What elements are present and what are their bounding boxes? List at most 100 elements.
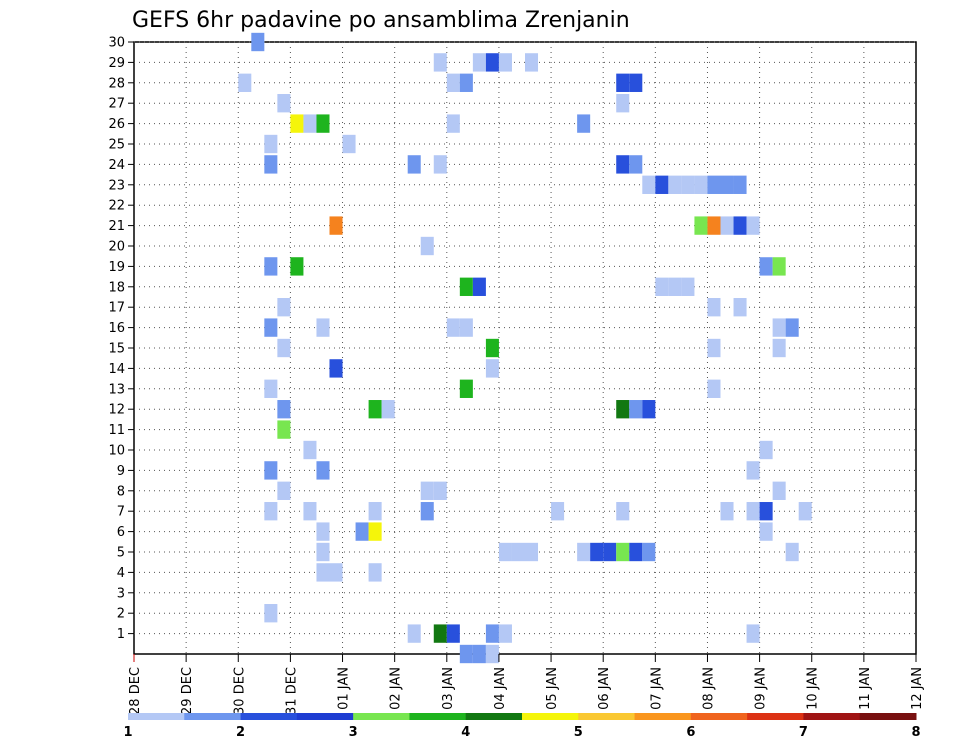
legend-swatch: [859, 713, 917, 720]
precip-cell: [316, 318, 330, 337]
precip-cell: [459, 277, 473, 296]
y-tick-label: 23: [108, 178, 125, 193]
x-tick-label: 31 DEC: [284, 667, 299, 715]
x-tick-label: 08 JAN: [701, 667, 716, 710]
y-tick-label: 20: [108, 240, 125, 255]
precip-cell: [342, 134, 356, 154]
precip-cell: [368, 400, 382, 419]
precip-cell: [720, 175, 734, 194]
precip-cell: [577, 542, 591, 562]
precip-cell: [655, 277, 669, 296]
precip-cell: [303, 502, 317, 521]
legend-label: 6: [686, 725, 695, 740]
legend-swatch: [184, 713, 242, 720]
y-tick-label: 19: [108, 260, 125, 275]
x-tick-label: 04 JAN: [493, 667, 508, 710]
y-tick-label: 10: [108, 444, 125, 459]
precip-cell: [642, 175, 656, 194]
precip-cell: [485, 644, 499, 664]
x-axis-ticks: 28 DEC 29 DEC 30 DEC 31 DEC 01 JAN 02 JAN 03 J…: [128, 654, 925, 715]
precip-cell: [759, 257, 773, 276]
precip-cell: [798, 502, 812, 521]
y-tick-label: 25: [108, 138, 125, 153]
precip-cell: [733, 175, 747, 194]
x-tick-label: 10 JAN: [806, 667, 821, 710]
y-tick-label: 6: [117, 525, 125, 540]
y-tick-label: 29: [108, 56, 125, 71]
y-tick-label: 14: [108, 362, 125, 377]
precip-cell: [746, 624, 760, 643]
precip-cell: [290, 257, 304, 276]
precip-cell: [316, 542, 330, 562]
precip-cell: [446, 114, 460, 133]
precip-cell: [629, 155, 643, 174]
y-tick-label: 13: [108, 382, 125, 397]
x-tick-label: 05 JAN: [545, 667, 560, 710]
y-tick-label: 2: [117, 607, 125, 622]
precip-cell: [668, 175, 682, 194]
precip-cell: [264, 502, 278, 521]
precip-cell: [407, 624, 421, 643]
x-tick-label: 01 JAN: [337, 667, 352, 710]
legend-swatch: [690, 713, 748, 720]
precip-cell: [459, 379, 473, 398]
x-tick-label: 11 JAN: [858, 667, 873, 710]
precip-cell: [355, 522, 369, 541]
precip-cell: [264, 461, 278, 480]
precip-cell: [316, 522, 330, 541]
legend-swatch: [803, 713, 861, 720]
y-tick-label: 7: [117, 505, 125, 520]
precip-cell: [772, 481, 786, 500]
y-tick-label: 11: [108, 423, 125, 438]
y-tick-label: 18: [108, 280, 125, 295]
precip-cell: [407, 155, 421, 174]
legend-swatch: [296, 713, 354, 720]
precip-cell: [525, 53, 539, 72]
y-tick-label: 9: [117, 464, 125, 479]
precip-cell: [277, 94, 291, 113]
precip-cell: [446, 73, 460, 92]
precip-cell: [433, 155, 447, 174]
precip-cell: [277, 481, 291, 500]
precip-cell: [485, 624, 499, 643]
precip-cell: [368, 522, 382, 541]
precip-cell: [785, 542, 799, 562]
precip-cell: [264, 134, 278, 154]
y-tick-label: 16: [108, 321, 125, 336]
precip-cell: [733, 216, 747, 235]
precip-cell: [681, 175, 695, 194]
precip-cell: [694, 175, 708, 194]
precip-cell: [642, 400, 656, 419]
precip-cell: [498, 542, 512, 562]
precip-cell: [459, 73, 473, 92]
precip-cell: [616, 502, 630, 521]
precip-cell: [420, 236, 434, 256]
y-tick-label: 24: [108, 158, 125, 173]
precip-cell: [746, 461, 760, 480]
x-tick-label: 12 JAN: [910, 667, 925, 710]
precip-cell: [277, 298, 291, 317]
precip-cell: [277, 400, 291, 419]
precip-cell: [707, 379, 721, 398]
precip-cell: [720, 216, 734, 235]
grid-lines: [134, 41, 916, 654]
legend-swatch: [634, 713, 692, 720]
y-tick-label: 30: [108, 36, 125, 51]
legend-swatch: [578, 713, 636, 720]
y-tick-label: 27: [108, 97, 125, 112]
precip-cell: [459, 318, 473, 337]
precip-cell: [264, 379, 278, 398]
precip-cell: [772, 257, 786, 276]
precip-cell: [264, 155, 278, 174]
precip-cell: [681, 277, 695, 296]
precip-cell: [707, 338, 721, 358]
precip-cell: [381, 400, 395, 419]
y-tick-label: 12: [108, 403, 125, 418]
y-tick-label: 3: [117, 586, 125, 601]
legend-swatch: [465, 713, 523, 720]
precip-cell: [707, 298, 721, 317]
precip-cell: [251, 32, 265, 52]
precip-cell: [472, 644, 486, 664]
y-tick-label: 17: [108, 301, 125, 316]
